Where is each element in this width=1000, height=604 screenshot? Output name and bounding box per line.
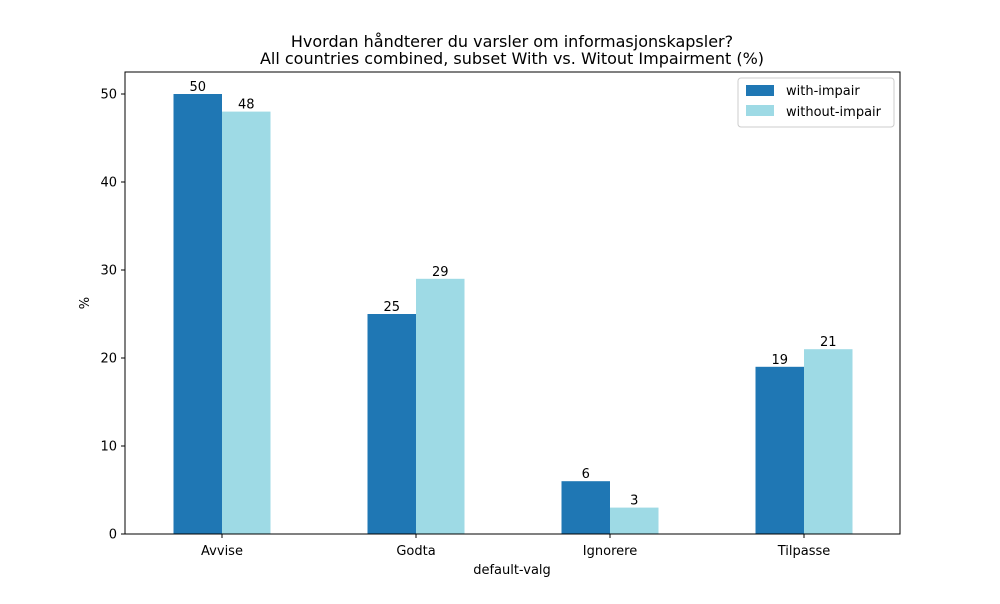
- x-tick-label-avvise: Avvise: [201, 544, 243, 559]
- bar-without-impair-godta: [416, 278, 465, 534]
- bar-without-impair-avvise: [222, 111, 271, 534]
- value-label-without-impair-tilpasse: 21: [820, 335, 837, 350]
- value-label-with-impair-tilpasse: 19: [771, 353, 788, 368]
- bar-with-impair-ignorere: [561, 481, 610, 534]
- chart-subtitle: All countries combined, subset With vs. …: [260, 49, 764, 68]
- value-label-without-impair-ignorere: 3: [630, 494, 638, 509]
- bar-without-impair-ignorere: [610, 507, 659, 534]
- value-label-with-impair-ignorere: 6: [582, 467, 590, 482]
- y-tick-label: 20: [100, 352, 117, 367]
- x-tick-label-godta: Godta: [396, 544, 435, 559]
- plot-area-frame: [124, 71, 901, 535]
- x-axis: Avvise Godta Ignorere Tilpasse: [201, 534, 830, 559]
- legend: with-impair without-impair: [737, 77, 895, 128]
- x-tick-label-tilpasse: Tilpasse: [777, 544, 831, 559]
- bar-without-impair-tilpasse: [804, 349, 853, 534]
- bar-with-impair-avvise: [173, 94, 222, 534]
- legend-label-without-impair: without-impair: [786, 105, 882, 120]
- value-labels-layer: 50 25 6 19 48 29 3 21: [189, 80, 836, 509]
- bar-with-impair-godta: [367, 314, 416, 534]
- y-axis-label: %: [78, 297, 93, 309]
- bar-with-impair-tilpasse: [755, 366, 804, 534]
- legend-frame: [737, 77, 895, 128]
- x-tick-label-ignorere: Ignorere: [583, 544, 637, 559]
- y-axis: 0 10 20 30 40 50: [100, 88, 125, 543]
- legend-label-with-impair: with-impair: [786, 84, 860, 99]
- y-tick-label: 50: [100, 88, 117, 103]
- y-tick-label: 10: [100, 440, 117, 455]
- y-tick-label: 0: [109, 528, 117, 543]
- x-axis-label: default-valg: [473, 563, 551, 578]
- value-label-with-impair-avvise: 50: [189, 80, 206, 95]
- bars-layer: [173, 94, 853, 534]
- y-tick-label: 30: [100, 264, 117, 279]
- legend-swatch-with-impair: [746, 85, 774, 96]
- y-tick-label: 40: [100, 176, 117, 191]
- value-label-with-impair-godta: 25: [383, 300, 400, 315]
- legend-swatch-without-impair: [746, 105, 774, 116]
- value-label-without-impair-avvise: 48: [238, 98, 255, 113]
- chart-title: Hvordan håndterer du varsler om informas…: [291, 32, 733, 51]
- value-label-without-impair-godta: 29: [432, 265, 449, 280]
